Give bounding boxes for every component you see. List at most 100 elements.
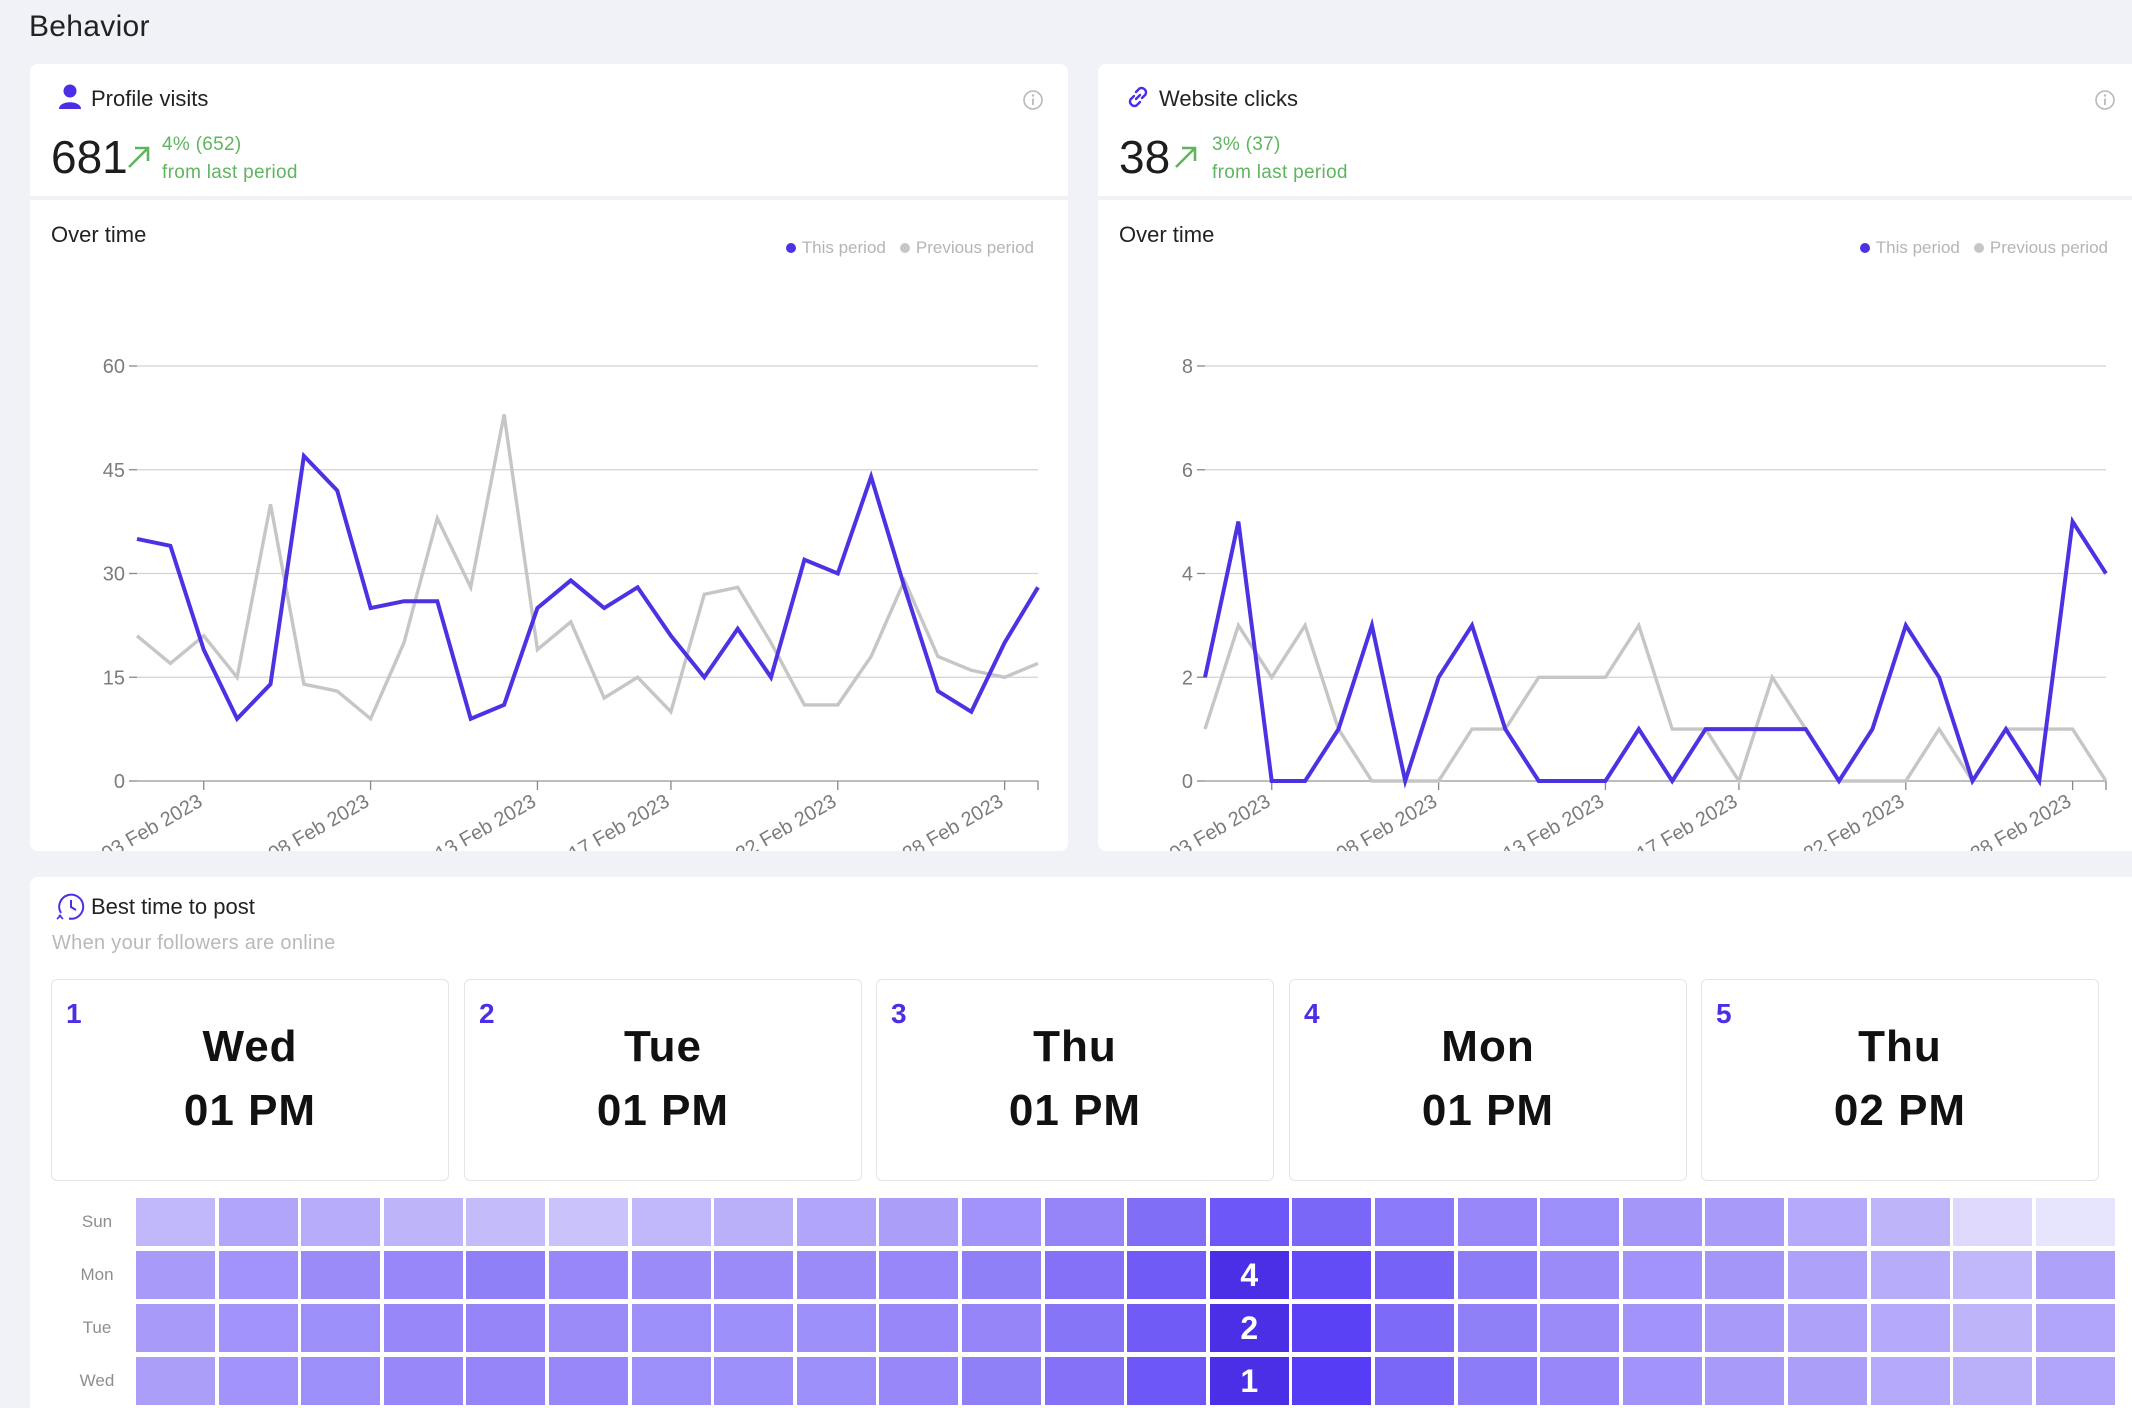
heatmap-cell[interactable] xyxy=(1953,1304,2033,1352)
best-slot-5[interactable]: 5 Thu 02 PM xyxy=(1701,979,2099,1181)
heatmap-cell[interactable] xyxy=(879,1251,959,1299)
heatmap-cell[interactable] xyxy=(796,1304,876,1352)
heatmap-cell[interactable] xyxy=(383,1304,463,1352)
heatmap-cell[interactable] xyxy=(879,1357,959,1405)
heatmap-cell[interactable] xyxy=(1622,1198,1702,1246)
heatmap-cell[interactable] xyxy=(549,1251,628,1299)
heatmap-cell[interactable] xyxy=(1622,1251,1702,1299)
heatmap-cell[interactable] xyxy=(1375,1304,1454,1352)
heatmap-cell[interactable] xyxy=(136,1357,215,1405)
heatmap-cell[interactable] xyxy=(218,1304,298,1352)
heatmap-cell[interactable] xyxy=(1457,1304,1537,1352)
best-slot-1[interactable]: 1 Wed 01 PM xyxy=(51,979,449,1181)
heatmap-cell[interactable] xyxy=(1292,1304,1372,1352)
heatmap-cell[interactable] xyxy=(218,1251,298,1299)
heatmap-cell[interactable]: 2 xyxy=(1209,1304,1289,1352)
heatmap-cell[interactable] xyxy=(1044,1357,1124,1405)
heatmap-cell[interactable] xyxy=(1953,1198,2033,1246)
heatmap-cell[interactable] xyxy=(796,1251,876,1299)
heatmap-cell[interactable]: 4 xyxy=(1209,1251,1289,1299)
heatmap-cell[interactable] xyxy=(136,1198,215,1246)
heatmap-cell[interactable] xyxy=(1209,1198,1289,1246)
heatmap-cell[interactable] xyxy=(2035,1251,2115,1299)
heatmap-cell[interactable] xyxy=(1292,1198,1372,1246)
heatmap-cell[interactable] xyxy=(879,1304,959,1352)
info-icon[interactable] xyxy=(1022,89,1044,111)
heatmap-cell[interactable] xyxy=(1953,1251,2033,1299)
heatmap-cell[interactable]: 1 xyxy=(1209,1357,1289,1405)
heatmap-cell[interactable] xyxy=(631,1198,711,1246)
heatmap-cell[interactable] xyxy=(1292,1357,1372,1405)
heatmap-cell[interactable] xyxy=(1127,1357,1207,1405)
heatmap-cell[interactable] xyxy=(1127,1198,1207,1246)
heatmap-cell[interactable] xyxy=(1788,1198,1867,1246)
heatmap-cell[interactable] xyxy=(1457,1251,1537,1299)
heatmap-cell[interactable] xyxy=(2035,1304,2115,1352)
heatmap-cell[interactable] xyxy=(1705,1198,1785,1246)
heatmap-cell[interactable] xyxy=(962,1198,1041,1246)
heatmap-cell[interactable] xyxy=(466,1304,546,1352)
heatmap-cell[interactable] xyxy=(466,1198,546,1246)
heatmap-cell[interactable] xyxy=(1622,1357,1702,1405)
heatmap-cell[interactable] xyxy=(1457,1198,1537,1246)
heatmap-cell[interactable] xyxy=(631,1251,711,1299)
heatmap-cell[interactable] xyxy=(714,1304,794,1352)
heatmap-cell[interactable] xyxy=(383,1357,463,1405)
heatmap-cell[interactable] xyxy=(1788,1357,1867,1405)
heatmap-cell[interactable] xyxy=(1540,1251,1620,1299)
heatmap-cell[interactable] xyxy=(301,1304,381,1352)
heatmap-cell[interactable] xyxy=(1788,1251,1867,1299)
heatmap-cell[interactable] xyxy=(1375,1357,1454,1405)
heatmap-cell[interactable] xyxy=(1788,1304,1867,1352)
heatmap-cell[interactable] xyxy=(714,1198,794,1246)
heatmap-cell[interactable] xyxy=(1622,1304,1702,1352)
heatmap-cell[interactable] xyxy=(1870,1251,1950,1299)
heatmap-cell[interactable] xyxy=(383,1198,463,1246)
heatmap-cell[interactable] xyxy=(796,1357,876,1405)
heatmap-cell[interactable] xyxy=(1127,1304,1207,1352)
heatmap-cell[interactable] xyxy=(1870,1304,1950,1352)
heatmap-cell[interactable] xyxy=(301,1357,381,1405)
legend-previous-period[interactable]: Previous period xyxy=(1973,238,2108,258)
heatmap-cell[interactable] xyxy=(549,1357,628,1405)
heatmap-cell[interactable] xyxy=(879,1198,959,1246)
heatmap-cell[interactable] xyxy=(2035,1357,2115,1405)
legend-previous-period[interactable]: Previous period xyxy=(899,238,1034,258)
heatmap-cell[interactable] xyxy=(136,1251,215,1299)
heatmap-cell[interactable] xyxy=(301,1198,381,1246)
legend-this-period[interactable]: This period xyxy=(1859,238,1960,258)
heatmap-cell[interactable] xyxy=(962,1304,1041,1352)
heatmap-cell[interactable] xyxy=(1127,1251,1207,1299)
heatmap-cell[interactable] xyxy=(1705,1251,1785,1299)
info-icon[interactable] xyxy=(2094,89,2116,111)
best-slot-4[interactable]: 4 Mon 01 PM xyxy=(1289,979,1687,1181)
heatmap-cell[interactable] xyxy=(218,1357,298,1405)
heatmap-cell[interactable] xyxy=(1870,1198,1950,1246)
best-slot-2[interactable]: 2 Tue 01 PM xyxy=(464,979,862,1181)
heatmap-cell[interactable] xyxy=(714,1251,794,1299)
heatmap-cell[interactable] xyxy=(1540,1357,1620,1405)
heatmap-cell[interactable] xyxy=(1292,1251,1372,1299)
heatmap-cell[interactable] xyxy=(1870,1357,1950,1405)
heatmap-cell[interactable] xyxy=(2035,1198,2115,1246)
heatmap-cell[interactable] xyxy=(466,1251,546,1299)
heatmap-cell[interactable] xyxy=(796,1198,876,1246)
heatmap-cell[interactable] xyxy=(549,1198,628,1246)
heatmap-cell[interactable] xyxy=(1953,1357,2033,1405)
heatmap-cell[interactable] xyxy=(1044,1251,1124,1299)
heatmap-cell[interactable] xyxy=(549,1304,628,1352)
heatmap-cell[interactable] xyxy=(1375,1198,1454,1246)
heatmap-cell[interactable] xyxy=(714,1357,794,1405)
heatmap-cell[interactable] xyxy=(1540,1198,1620,1246)
heatmap-cell[interactable] xyxy=(962,1357,1041,1405)
heatmap-cell[interactable] xyxy=(1044,1304,1124,1352)
heatmap-cell[interactable] xyxy=(218,1198,298,1246)
heatmap-cell[interactable] xyxy=(962,1251,1041,1299)
heatmap-cell[interactable] xyxy=(1705,1357,1785,1405)
heatmap-cell[interactable] xyxy=(631,1357,711,1405)
heatmap-cell[interactable] xyxy=(1044,1198,1124,1246)
best-slot-3[interactable]: 3 Thu 01 PM xyxy=(876,979,1274,1181)
heatmap-cell[interactable] xyxy=(466,1357,546,1405)
heatmap-cell[interactable] xyxy=(383,1251,463,1299)
heatmap-cell[interactable] xyxy=(301,1251,381,1299)
